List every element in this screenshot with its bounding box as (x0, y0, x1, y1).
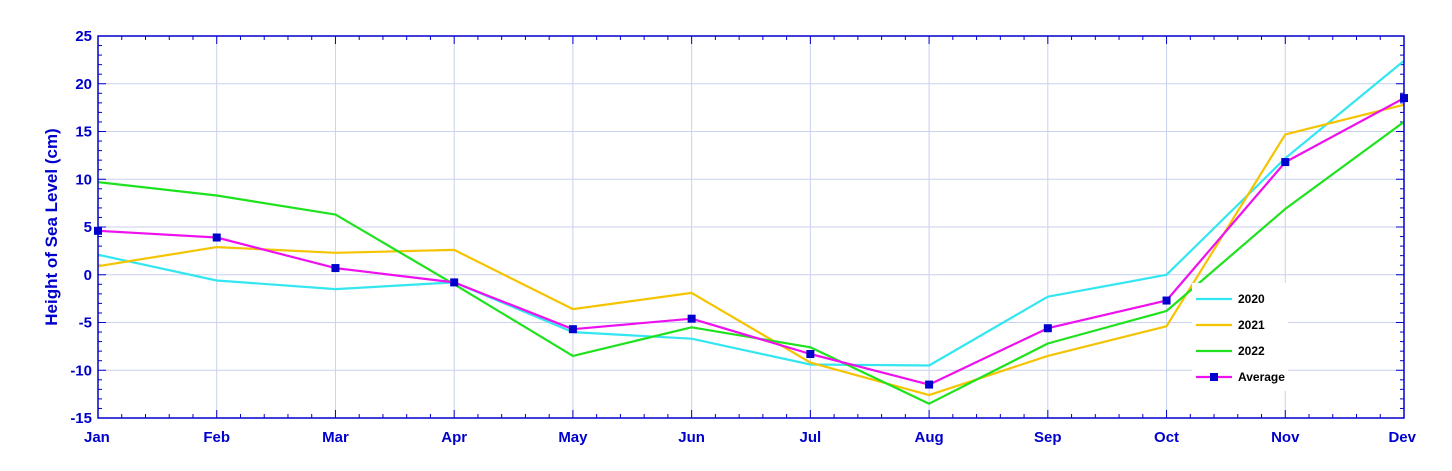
x-tick-label: Mar (322, 429, 349, 446)
legend-box (1192, 283, 1288, 391)
x-tick-label: Jun (678, 429, 705, 446)
series-lines (97, 59, 1405, 405)
minor-ticks (97, 35, 1405, 419)
series-point-average (331, 264, 340, 273)
y-tick-label: 0 (84, 267, 92, 284)
y-tick-labels: -15 -10 -5 0 5 10 15 20 25 (70, 28, 92, 427)
series-point-average (925, 380, 934, 389)
y-tick-label: -10 (70, 362, 92, 379)
series-point-average (1043, 324, 1052, 333)
legend-marker-average (1210, 373, 1218, 381)
y-axis-title: Height of Sea Level (cm) (42, 128, 61, 325)
legend-label-2022: 2022 (1238, 344, 1265, 358)
x-tick-label: Aug (915, 429, 944, 446)
x-tick-labels: Jan Feb Mar Apr May Jun Jul Aug Sep Oct Nov Dev (84, 429, 1417, 446)
series-point-average (1281, 158, 1290, 167)
legend: 2020 2021 2022 Average (1192, 283, 1288, 391)
series-point-average (212, 233, 221, 242)
series-point-average (450, 278, 459, 287)
series-point-average (1162, 296, 1171, 305)
legend-label-average: Average (1238, 370, 1285, 384)
series-point-average (687, 314, 696, 323)
x-tick-label: Dev (1388, 429, 1416, 446)
x-tick-label: May (558, 429, 588, 446)
y-tick-label: 15 (75, 124, 92, 141)
legend-label-2021: 2021 (1238, 318, 1265, 332)
x-tick-label: Oct (1154, 429, 1179, 446)
x-tick-label: Sep (1034, 429, 1062, 446)
y-tick-label: 25 (75, 28, 92, 45)
plot-frame (97, 35, 1405, 419)
x-tick-label: Feb (203, 429, 230, 446)
x-tick-label: Jan (84, 429, 110, 446)
series-point-average (806, 350, 815, 359)
y-tick-label: 10 (75, 171, 92, 188)
y-tick-label: 5 (84, 219, 92, 236)
series-point-average (568, 325, 577, 334)
series-line-average (97, 97, 1405, 386)
x-tick-label: Jul (800, 429, 822, 446)
x-tick-label: Apr (441, 429, 467, 446)
legend-label-2020: 2020 (1238, 292, 1265, 306)
y-tick-label: -15 (70, 410, 92, 427)
y-tick-label: -5 (79, 315, 92, 332)
y-tick-label: 20 (75, 76, 92, 93)
x-tick-label: Nov (1271, 429, 1300, 446)
series-line-2020 (97, 59, 1405, 367)
